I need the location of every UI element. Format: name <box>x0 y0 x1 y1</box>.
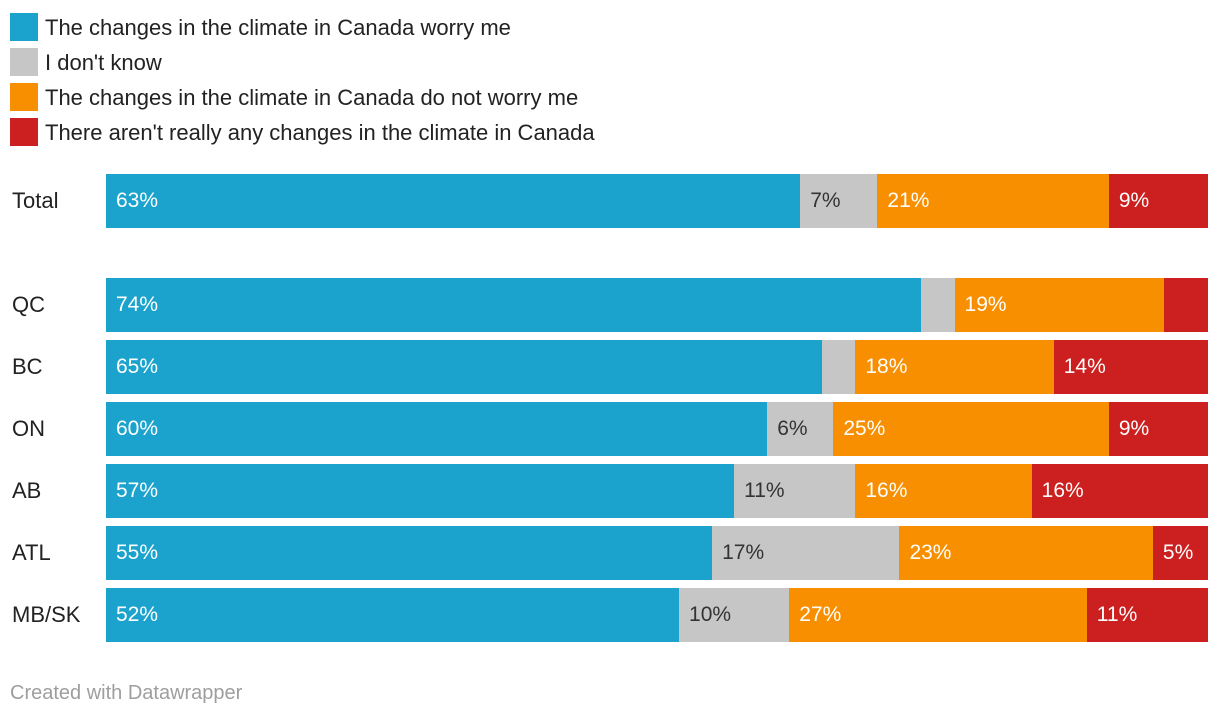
data-label: 52% <box>116 603 159 626</box>
bar-segment: 5% <box>1152 526 1208 580</box>
legend-swatch <box>10 118 38 146</box>
stacked-bar: 52% 10% 27% 11% <box>106 588 1208 642</box>
bar-row: QC 74% 19% <box>0 278 1220 332</box>
legend-label: I don't know <box>45 50 162 75</box>
category-label: AB <box>12 478 42 503</box>
data-label: 63% <box>116 189 159 212</box>
bar-row: AB 57% 11% 16% 16% <box>0 464 1220 518</box>
legend-label: The changes in the climate in Canada do … <box>45 85 579 110</box>
legend-swatch <box>10 83 38 111</box>
category-label: ATL <box>12 540 51 565</box>
data-label: 9% <box>1118 189 1150 212</box>
stacked-bar: 55% 17% 23% 5% <box>106 526 1208 580</box>
bar-segment: 19% <box>954 278 1164 332</box>
bar-segment: 10% <box>679 588 790 642</box>
legend-label: There aren't really any changes in the c… <box>45 120 595 145</box>
bar-segment: 7% <box>800 174 878 228</box>
data-label: 16% <box>1041 479 1084 502</box>
bar-segment: 9% <box>1108 174 1208 228</box>
bar-segment: 11% <box>734 464 856 518</box>
data-label: 17% <box>722 541 765 564</box>
legend-swatch <box>10 13 38 41</box>
bar-row: Total 63% 7% 21% 9% <box>0 174 1220 228</box>
bar-segment: 17% <box>712 526 900 580</box>
credit-text: Created with Datawrapper <box>10 682 243 704</box>
data-label: 74% <box>116 293 159 316</box>
bar-segment: 27% <box>789 588 1087 642</box>
bar-segment: 14% <box>1053 340 1208 394</box>
bar-segment: 52% <box>106 588 680 642</box>
bar-segment <box>921 278 955 332</box>
bar-segment: 16% <box>1031 464 1208 518</box>
category-label: ON <box>12 416 45 441</box>
bar-segment: 6% <box>767 402 834 456</box>
data-label: 23% <box>909 541 952 564</box>
bar-row: ON 60% 6% 25% 9% <box>0 402 1220 456</box>
bar-row: MB/SK 52% 10% 27% 11% <box>0 588 1220 642</box>
data-label: 65% <box>116 355 159 378</box>
data-label: 60% <box>116 417 159 440</box>
stacked-bar: 74% 19% <box>106 278 1208 332</box>
category-label: MB/SK <box>12 602 81 627</box>
data-label: 6% <box>777 417 808 440</box>
bar-segment: 63% <box>106 174 801 228</box>
data-label: 57% <box>116 479 159 502</box>
stacked-bar: 65% 18% 14% <box>106 340 1208 394</box>
stacked-bar: 57% 11% 16% 16% <box>106 464 1208 518</box>
bar-segment: 60% <box>106 402 768 456</box>
bar-segment: 74% <box>106 278 922 332</box>
stacked-bar: 60% 6% 25% 9% <box>106 402 1208 456</box>
bar-segment: 18% <box>855 340 1054 394</box>
data-label: 25% <box>843 417 886 440</box>
bar-segment: 57% <box>106 464 735 518</box>
data-label: 18% <box>865 355 908 378</box>
data-label: 7% <box>810 189 841 212</box>
bar-segment: 23% <box>899 526 1153 580</box>
data-label: 16% <box>865 479 908 502</box>
bar-segment: 16% <box>855 464 1032 518</box>
data-label: 14% <box>1063 355 1106 378</box>
bar-segment: 65% <box>106 340 823 394</box>
bar-segment: 11% <box>1086 588 1208 642</box>
bar-row: BC 65% 18% 14% <box>0 340 1220 394</box>
data-label: 9% <box>1118 417 1150 440</box>
data-label: 11% <box>1096 603 1138 626</box>
data-label: 27% <box>799 603 842 626</box>
data-label: 5% <box>1162 541 1194 564</box>
legend-swatch <box>10 48 38 76</box>
data-label: 11% <box>744 479 785 502</box>
category-label: QC <box>12 292 45 317</box>
legend-label: The changes in the climate in Canada wor… <box>45 15 511 40</box>
bar-segment: 55% <box>106 526 713 580</box>
data-label: 10% <box>689 603 732 626</box>
bar-segment <box>822 340 856 394</box>
data-label: 19% <box>964 293 1007 316</box>
stacked-bar: 63% 7% 21% 9% <box>106 174 1208 228</box>
bar-segment: 9% <box>1108 402 1208 456</box>
bar-segment: 25% <box>833 402 1109 456</box>
data-label: 55% <box>116 541 159 564</box>
category-label: BC <box>12 354 43 379</box>
bar-row: ATL 55% 17% 23% 5% <box>0 526 1220 580</box>
category-label: Total <box>12 188 59 213</box>
data-label: 21% <box>887 189 930 212</box>
bar-segment: 21% <box>877 174 1109 228</box>
bar-segment <box>1163 278 1208 332</box>
